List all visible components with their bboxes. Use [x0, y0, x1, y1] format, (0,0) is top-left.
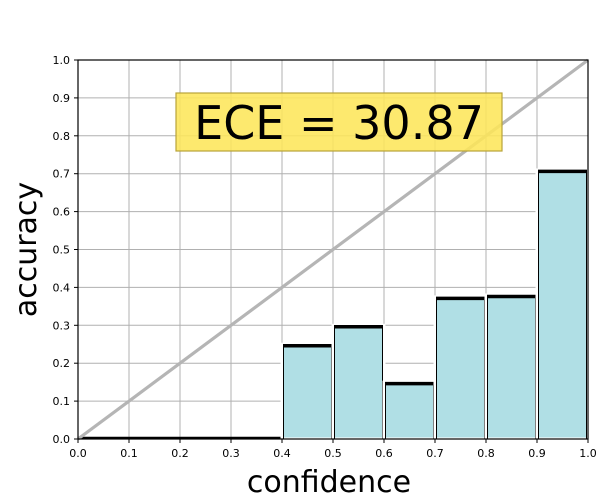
accuracy-bar	[280, 342, 335, 441]
y-tick-label: 0.1	[53, 395, 71, 408]
x-tick-label: 0.0	[69, 447, 87, 460]
x-tick-label: 1.0	[579, 447, 597, 460]
y-tick-label: 0.0	[53, 433, 71, 446]
x-axis-label: confidence	[247, 465, 411, 494]
accuracy-bar	[484, 293, 539, 441]
y-tick-label: 0.3	[53, 319, 71, 332]
x-tick-label: 0.5	[324, 447, 342, 460]
x-tick-label: 0.8	[477, 447, 495, 460]
x-tick-label: 0.6	[375, 447, 393, 460]
ece-annotation: ECE = 30.87	[194, 96, 484, 150]
x-tick-label: 0.2	[171, 447, 189, 460]
x-tick-label: 0.1	[120, 447, 138, 460]
bars	[78, 168, 590, 441]
accuracy-bar	[382, 380, 437, 441]
y-tick-label: 0.2	[53, 357, 71, 370]
y-tick-label: 0.7	[53, 168, 71, 181]
annotation-layer: ECE = 30.87	[175, 92, 503, 152]
y-tick-label: 0.5	[53, 244, 71, 257]
y-tick-label: 0.4	[53, 281, 71, 294]
y-tick-label: 0.8	[53, 130, 71, 143]
x-tick-label: 0.9	[528, 447, 546, 460]
x-tick-label: 0.4	[273, 447, 291, 460]
y-axis-label: accuracy	[9, 182, 44, 317]
x-tick-label: 0.3	[222, 447, 240, 460]
y-tick-label: 0.9	[53, 92, 71, 105]
accuracy-bar	[535, 168, 590, 441]
diagonal-line	[77, 58, 589, 441]
ece-annotation-box	[175, 92, 503, 152]
x-tick-label: 0.7	[426, 447, 444, 460]
y-tick-label: 0.6	[53, 206, 71, 219]
ticks: 0.0 0.1 0.2 0.3 0.4 0.5 0.6 0.7 0.8 0.9 1.0 0.0 0.1 0…	[53, 54, 597, 460]
accuracy-bar	[433, 295, 488, 441]
accuracy-bar	[331, 323, 386, 441]
y-tick-label: 1.0	[53, 54, 71, 67]
diagonal-layer	[77, 58, 589, 441]
